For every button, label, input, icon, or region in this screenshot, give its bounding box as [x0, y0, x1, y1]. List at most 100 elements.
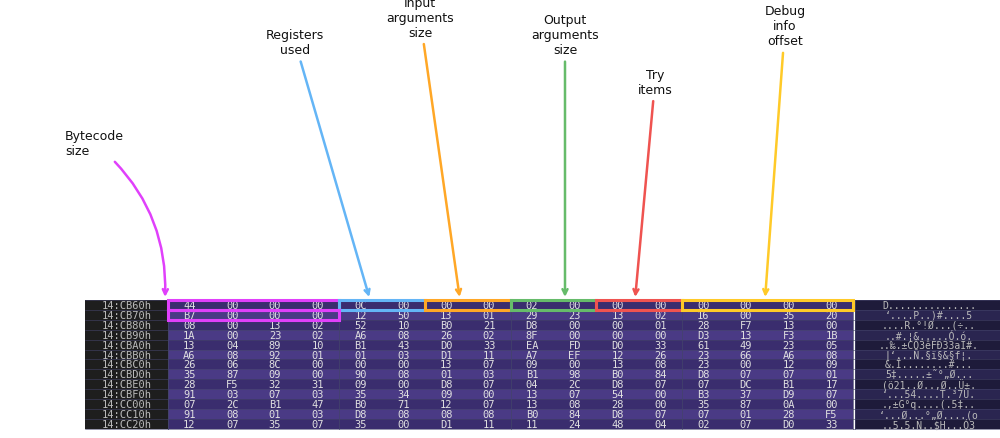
Text: 00: 00 — [568, 360, 581, 370]
Text: 03: 03 — [312, 389, 324, 399]
Bar — [855, 410, 1000, 419]
Bar — [168, 389, 853, 399]
Text: 05: 05 — [825, 340, 838, 350]
Bar — [168, 399, 853, 410]
Text: 61: 61 — [697, 340, 709, 350]
Text: 04: 04 — [526, 379, 538, 389]
Text: B0: B0 — [526, 410, 538, 419]
Text: D0: D0 — [611, 340, 624, 350]
Text: |‘...Ñ.§ï§&§f¦.: |‘...Ñ.§ï§&§f¦. — [885, 349, 973, 361]
Text: 28: 28 — [697, 320, 709, 330]
Text: 14:CB70h: 14:CB70h — [102, 310, 152, 320]
Text: 00: 00 — [654, 300, 667, 310]
Text: 37: 37 — [740, 389, 752, 399]
Text: 0A: 0A — [783, 399, 795, 410]
Text: 00: 00 — [825, 399, 838, 410]
Text: 14:CBE0h: 14:CBE0h — [102, 379, 152, 389]
Text: A7: A7 — [526, 350, 538, 360]
Text: 2C: 2C — [226, 399, 238, 410]
Text: 08: 08 — [483, 410, 495, 419]
Text: 01: 01 — [825, 370, 838, 380]
Text: 08: 08 — [440, 410, 453, 419]
Text: 00: 00 — [654, 399, 667, 410]
Bar — [855, 399, 1000, 410]
Text: EA: EA — [526, 340, 538, 350]
Text: D8: D8 — [611, 379, 624, 389]
Text: 48: 48 — [611, 419, 624, 429]
Text: ..#.¦&.....Ó.ó.: ..#.¦&.....Ó.ó. — [885, 329, 973, 341]
Text: 02: 02 — [483, 330, 495, 340]
Text: D1: D1 — [440, 419, 453, 429]
Text: 52: 52 — [354, 320, 367, 330]
Text: 00: 00 — [825, 320, 838, 330]
Text: 01: 01 — [440, 370, 453, 380]
Text: 00: 00 — [483, 389, 495, 399]
Text: B1: B1 — [783, 379, 795, 389]
Text: D...............: D............... — [882, 300, 976, 310]
Text: F7: F7 — [740, 320, 752, 330]
Bar — [855, 320, 1000, 330]
Text: 14:CB90h: 14:CB90h — [102, 330, 152, 340]
Text: 07: 07 — [654, 379, 667, 389]
Text: 26: 26 — [440, 330, 453, 340]
Text: 14:CC00h: 14:CC00h — [102, 399, 152, 410]
Text: 98: 98 — [568, 370, 581, 380]
Text: 23: 23 — [697, 360, 709, 370]
Text: 23: 23 — [568, 310, 581, 320]
Text: Debug
info
offset: Debug info offset — [763, 5, 806, 294]
Text: 04: 04 — [654, 419, 667, 429]
Text: D0: D0 — [783, 419, 795, 429]
Text: 10: 10 — [312, 340, 324, 350]
Bar — [168, 310, 853, 320]
Text: Registers
used: Registers used — [266, 29, 369, 295]
Bar — [596, 300, 682, 310]
Text: 12: 12 — [354, 310, 367, 320]
Text: 33: 33 — [825, 419, 838, 429]
Text: 07: 07 — [483, 379, 495, 389]
Text: 13: 13 — [526, 389, 538, 399]
Text: 11: 11 — [526, 419, 538, 429]
Text: 07: 07 — [740, 419, 752, 429]
Text: DC: DC — [740, 379, 752, 389]
Bar — [168, 370, 853, 380]
Text: 00: 00 — [697, 300, 709, 310]
Text: 02: 02 — [312, 330, 324, 340]
Text: F5: F5 — [825, 410, 838, 419]
Text: 00: 00 — [740, 310, 752, 320]
Text: 12: 12 — [440, 399, 453, 410]
Text: B0: B0 — [611, 370, 624, 380]
Text: 28: 28 — [611, 399, 624, 410]
Text: 71: 71 — [397, 399, 410, 410]
Text: 02: 02 — [654, 310, 667, 320]
Bar — [855, 340, 1000, 350]
Text: 89: 89 — [269, 340, 281, 350]
Text: 1B: 1B — [825, 330, 838, 340]
Text: 14:CBB0h: 14:CBB0h — [102, 350, 152, 360]
Bar — [168, 340, 853, 350]
Text: Try
items: Try items — [633, 68, 672, 294]
Text: F3: F3 — [783, 330, 795, 340]
Bar — [425, 300, 511, 310]
Text: 8F: 8F — [526, 330, 538, 340]
Text: 23: 23 — [697, 350, 709, 360]
Text: 32: 32 — [269, 379, 281, 389]
Text: 00: 00 — [397, 360, 410, 370]
Text: 21: 21 — [483, 320, 495, 330]
Text: 08: 08 — [397, 410, 410, 419]
Text: B0: B0 — [440, 320, 453, 330]
Text: 2C: 2C — [568, 379, 581, 389]
Text: 07: 07 — [697, 379, 709, 389]
Text: 02: 02 — [697, 419, 709, 429]
Text: 00: 00 — [312, 310, 324, 320]
Text: 1A: 1A — [183, 330, 196, 340]
Text: 00: 00 — [397, 300, 410, 310]
Text: 23: 23 — [783, 340, 795, 350]
Bar — [855, 419, 1000, 429]
Text: 87: 87 — [740, 399, 752, 410]
Text: 03: 03 — [397, 350, 410, 360]
Text: 00: 00 — [654, 389, 667, 399]
Bar — [168, 330, 853, 340]
Text: 12: 12 — [183, 419, 196, 429]
Text: 23: 23 — [269, 330, 281, 340]
Text: 08: 08 — [183, 320, 196, 330]
